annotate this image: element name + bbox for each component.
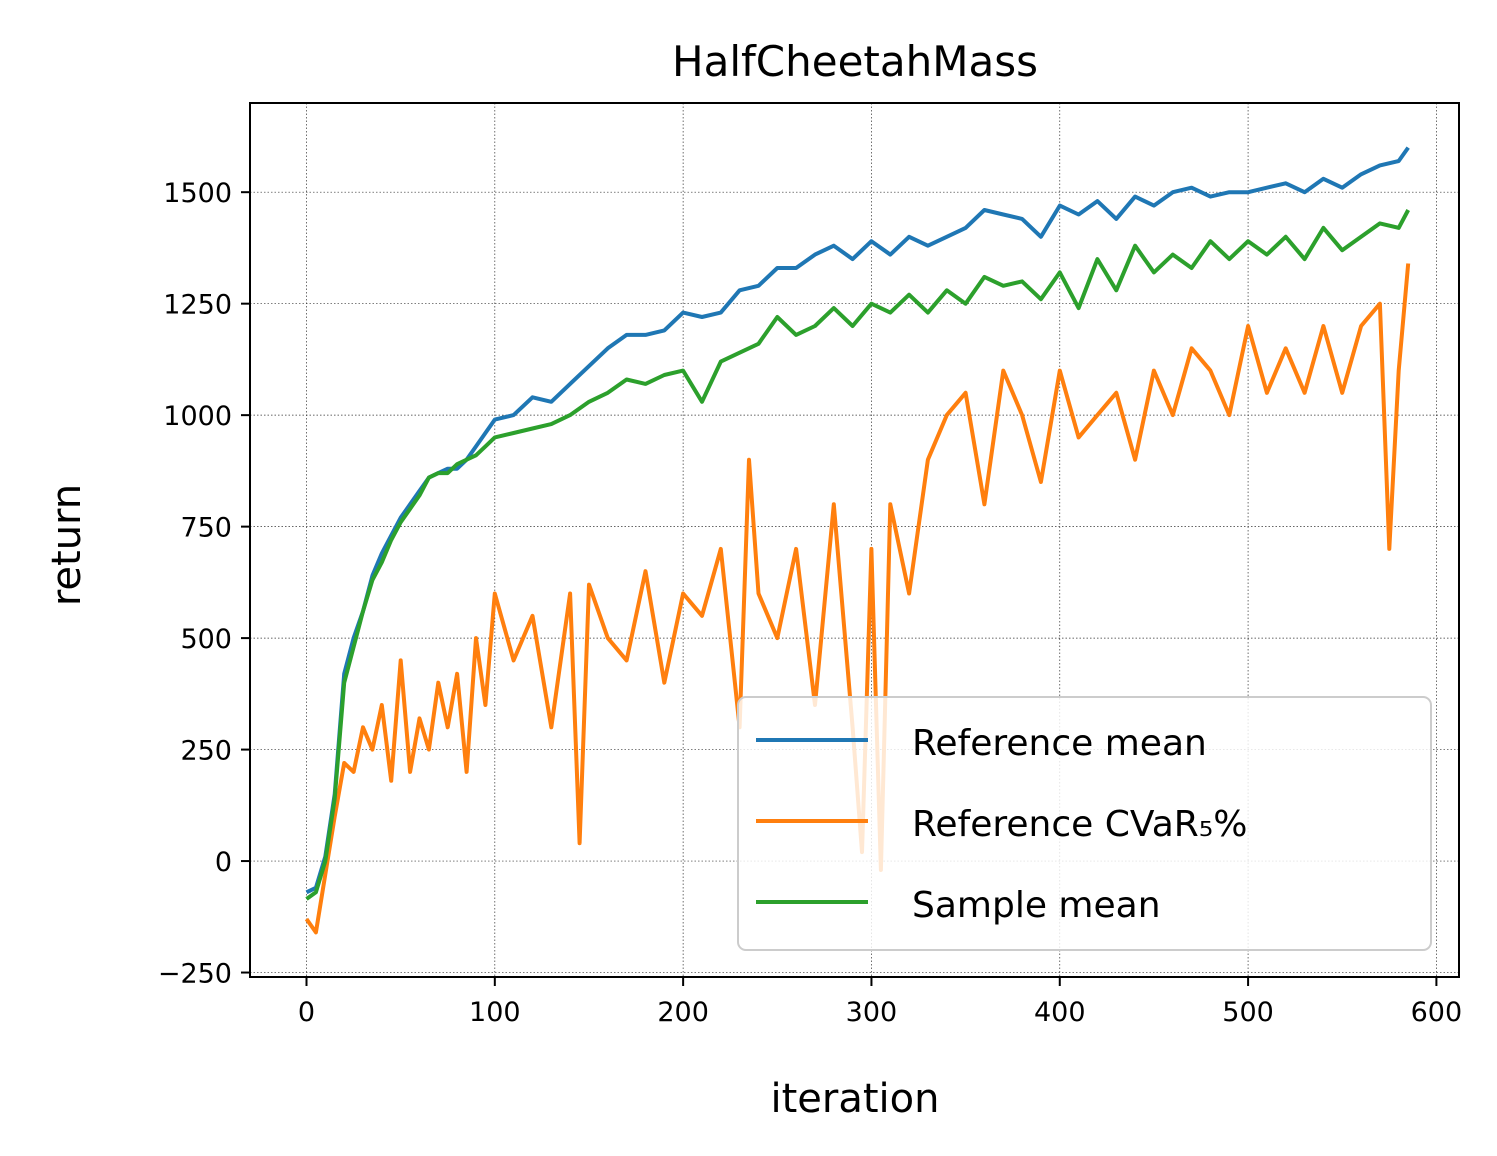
- y-tick-label: −250: [158, 959, 232, 990]
- series-layer: [304, 146, 1411, 935]
- x-tick-label: 500: [1222, 997, 1274, 1028]
- y-tick-label: 1000: [163, 401, 232, 432]
- x-tick-label: 600: [1411, 997, 1463, 1028]
- legend-box: [737, 696, 1432, 951]
- legend-label-reference-cvar: Reference CVaR₅%: [912, 804, 1247, 845]
- y-tick-label: 750: [180, 513, 232, 544]
- y-tick-label: 250: [180, 736, 232, 767]
- legend-label-sample-mean: Sample mean: [912, 885, 1161, 926]
- x-tick-label: 300: [846, 997, 898, 1028]
- y-tick-label: 500: [180, 624, 232, 655]
- y-tick-label: 1250: [163, 290, 232, 321]
- x-tick-label: 200: [657, 997, 709, 1028]
- series-line-sample-mean: [305, 209, 1410, 901]
- x-tick-label: 400: [1034, 997, 1086, 1028]
- plot-frame: [249, 102, 1460, 978]
- x-tick-label: 100: [469, 997, 521, 1028]
- legend: Reference mean Reference CVaR₅% Sample m…: [737, 696, 1432, 951]
- series-line-reference-mean: [305, 146, 1410, 895]
- chart-title: HalfCheetahMass: [672, 37, 1038, 86]
- y-tick-label: 1500: [163, 178, 232, 209]
- ticks: 0 100 200 300 400 500 600 −250 0 250 500 750 1000 125…: [158, 178, 1462, 1028]
- series-line-reference-cvar: [304, 263, 1411, 935]
- x-axis-label: iteration: [771, 1076, 940, 1122]
- y-tick-label: 0: [215, 847, 232, 878]
- legend-label-reference-mean: Reference mean: [912, 723, 1207, 764]
- x-tick-label: 0: [298, 997, 315, 1028]
- y-axis-label: return: [44, 484, 90, 606]
